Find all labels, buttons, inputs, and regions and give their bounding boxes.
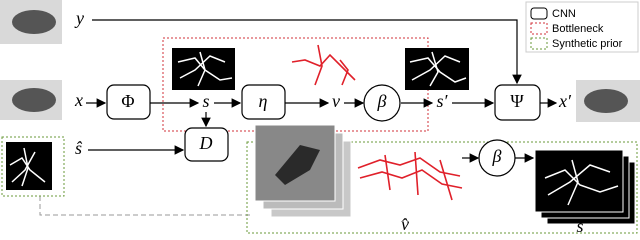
- label: β: [492, 146, 502, 166]
- legend-swatch: [530, 22, 548, 35]
- legend-label: Synthetic prior: [552, 38, 623, 50]
- cnn-node: [106, 84, 151, 120]
- label: s: [202, 91, 209, 111]
- label: v̂: [401, 214, 409, 234]
- mouse-image-y: [0, 0, 62, 44]
- skeleton-image: [6, 142, 52, 190]
- legend-swatch: [530, 7, 548, 20]
- red-skeleton: [291, 44, 356, 86]
- legend-label: CNN: [552, 8, 576, 20]
- prior-region: [246, 141, 638, 234]
- label: Ψ: [510, 91, 524, 111]
- label: η: [259, 91, 268, 111]
- skeleton-image: [172, 48, 235, 90]
- photo-stack: [254, 124, 352, 218]
- label: β: [377, 91, 387, 111]
- mouse-image-x-prime: [576, 80, 640, 122]
- arrow: [92, 19, 522, 85]
- legend-label: Bottleneck: [552, 23, 604, 35]
- beta-node: [363, 84, 401, 122]
- label: s′: [437, 91, 449, 111]
- cnn-node: [184, 127, 229, 162]
- skeleton-image-prime: [405, 48, 469, 90]
- label: Φ: [121, 91, 134, 111]
- label: ŝ: [75, 138, 83, 158]
- label: x′: [558, 91, 572, 111]
- label: x: [74, 90, 83, 110]
- red-skeleton-stack: [357, 151, 463, 201]
- cnn-node: [494, 84, 541, 121]
- legend-swatch: [530, 37, 548, 50]
- skeleton-stack: [534, 149, 636, 225]
- prior-region: [1, 136, 65, 197]
- bottleneck-region: [162, 37, 429, 132]
- mouse-image-x: [0, 80, 62, 120]
- label: v: [332, 91, 340, 111]
- label: D: [199, 133, 213, 153]
- label: y: [74, 8, 84, 28]
- cnn-node: [241, 84, 286, 120]
- dashed-link: [39, 196, 250, 216]
- legend: [525, 1, 639, 53]
